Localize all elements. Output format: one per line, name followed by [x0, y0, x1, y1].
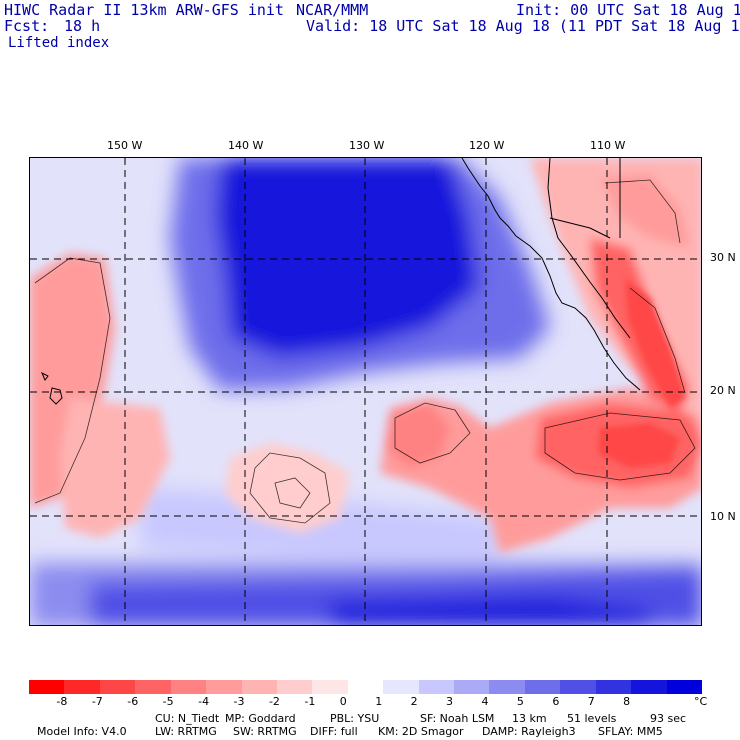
footer-cu: CU: N_Tiedt: [155, 712, 220, 725]
forecast-hour: 18 h: [64, 17, 101, 35]
colorbar-label: -7: [91, 695, 103, 708]
colorbar-swatch: [206, 680, 242, 694]
colorbar-swatch: [312, 680, 349, 694]
colorbar-swatch: [418, 680, 455, 694]
footer-resolution: 13 km: [512, 712, 547, 725]
lifted-index-map[interactable]: [29, 157, 702, 626]
colorbar-swatch: [241, 680, 278, 694]
colorbar-swatch: [64, 680, 101, 694]
graticule: [30, 158, 701, 625]
colorbar-label: -8: [56, 695, 68, 708]
lon-label-110w: 110 W: [590, 139, 626, 152]
stable-field-regions: [30, 158, 701, 625]
colorbar-swatch: [276, 680, 313, 694]
colorbar-label: 3: [446, 695, 454, 708]
colorbar: [29, 680, 703, 694]
lon-label-150w: 150 W: [107, 139, 143, 152]
footer-timestep: 93 sec: [650, 712, 687, 725]
colorbar-swatch: [489, 680, 526, 694]
baja-coast: [461, 158, 641, 391]
contour-lines: [34, 179, 696, 524]
valid-time: Valid: 18 UTC Sat 18 Aug 18 (11 PDT Sat …: [306, 17, 740, 35]
coastlines: [41, 158, 641, 405]
gulf-coast: [547, 158, 631, 339]
colorbar-label: 7: [587, 695, 595, 708]
lon-label-120w: 120 W: [469, 139, 505, 152]
init-time: Init: 00 UTC Sat 18 Aug 18: [516, 1, 740, 19]
colorbar-swatch: [347, 680, 384, 694]
colorbar-label: -5: [162, 695, 174, 708]
hawaii-island: [49, 387, 63, 405]
footer-levels: 51 levels: [567, 712, 617, 725]
colorbar-swatch: [170, 680, 207, 694]
colorbar-swatch: [631, 680, 668, 694]
footer-sflay: SFLAY: MM5: [598, 725, 663, 738]
colorbar-swatch: [595, 680, 632, 694]
colorbar-label: 0: [339, 695, 347, 708]
colorbar-swatch: [560, 680, 597, 694]
footer-model-info: Model Info: V4.0: [37, 725, 127, 738]
footer-line1: Model Info: V4.0: [30, 712, 127, 738]
footer-km: KM: 2D Smagor: [378, 725, 464, 738]
colorbar-label: 5: [516, 695, 524, 708]
footer-damp: DAMP: Rayleigh3: [482, 725, 576, 738]
footer-diff: DIFF: full: [310, 725, 358, 738]
colorbar-swatch: [666, 680, 703, 694]
colorbar-label: 2: [410, 695, 418, 708]
lat-label-20n: 20 N: [710, 384, 736, 397]
colorbar-swatch: [135, 680, 172, 694]
footer-sf: SF: Noah LSM: [420, 712, 495, 725]
footer-pbl: PBL: YSU: [330, 712, 380, 725]
colorbar-swatch: [29, 680, 65, 694]
colorbar-label: 6: [552, 695, 560, 708]
model-title: HIWC Radar II 13km ARW-GFS init: [4, 1, 284, 19]
center-label: NCAR/MMM: [296, 1, 369, 19]
field-name: Lifted index: [8, 35, 110, 51]
forecast-label: Fcst:: [4, 17, 50, 35]
colorbar-label: 8: [623, 695, 631, 708]
colorbar-label: -3: [233, 695, 245, 708]
colorbar-label: -2: [268, 695, 280, 708]
colorbar-swatch: [524, 680, 561, 694]
border-line: [549, 217, 611, 239]
colorbar-label: -1: [304, 695, 316, 708]
lon-label-140w: 140 W: [228, 139, 264, 152]
map-canvas: [30, 158, 701, 625]
lat-label-30n: 30 N: [710, 251, 736, 264]
colorbar-unit: °C: [694, 695, 708, 708]
colorbar-label: -4: [198, 695, 210, 708]
colorbar-label: 1: [375, 695, 383, 708]
lon-label-130w: 130 W: [349, 139, 385, 152]
footer-mp: MP: Goddard: [225, 712, 296, 725]
lat-label-10n: 10 N: [710, 510, 736, 523]
footer-lw: LW: RRTMG: [155, 725, 217, 738]
colorbar-label: 4: [481, 695, 489, 708]
colorbar-swatch: [99, 680, 136, 694]
hawaii-maui: [41, 371, 49, 381]
intense-core-regions: [598, 278, 685, 468]
colorbar-swatch: [454, 680, 490, 694]
colorbar-swatch: [383, 680, 420, 694]
colorbar-label: -6: [127, 695, 139, 708]
footer-sw: SW: RRTMG: [233, 725, 297, 738]
